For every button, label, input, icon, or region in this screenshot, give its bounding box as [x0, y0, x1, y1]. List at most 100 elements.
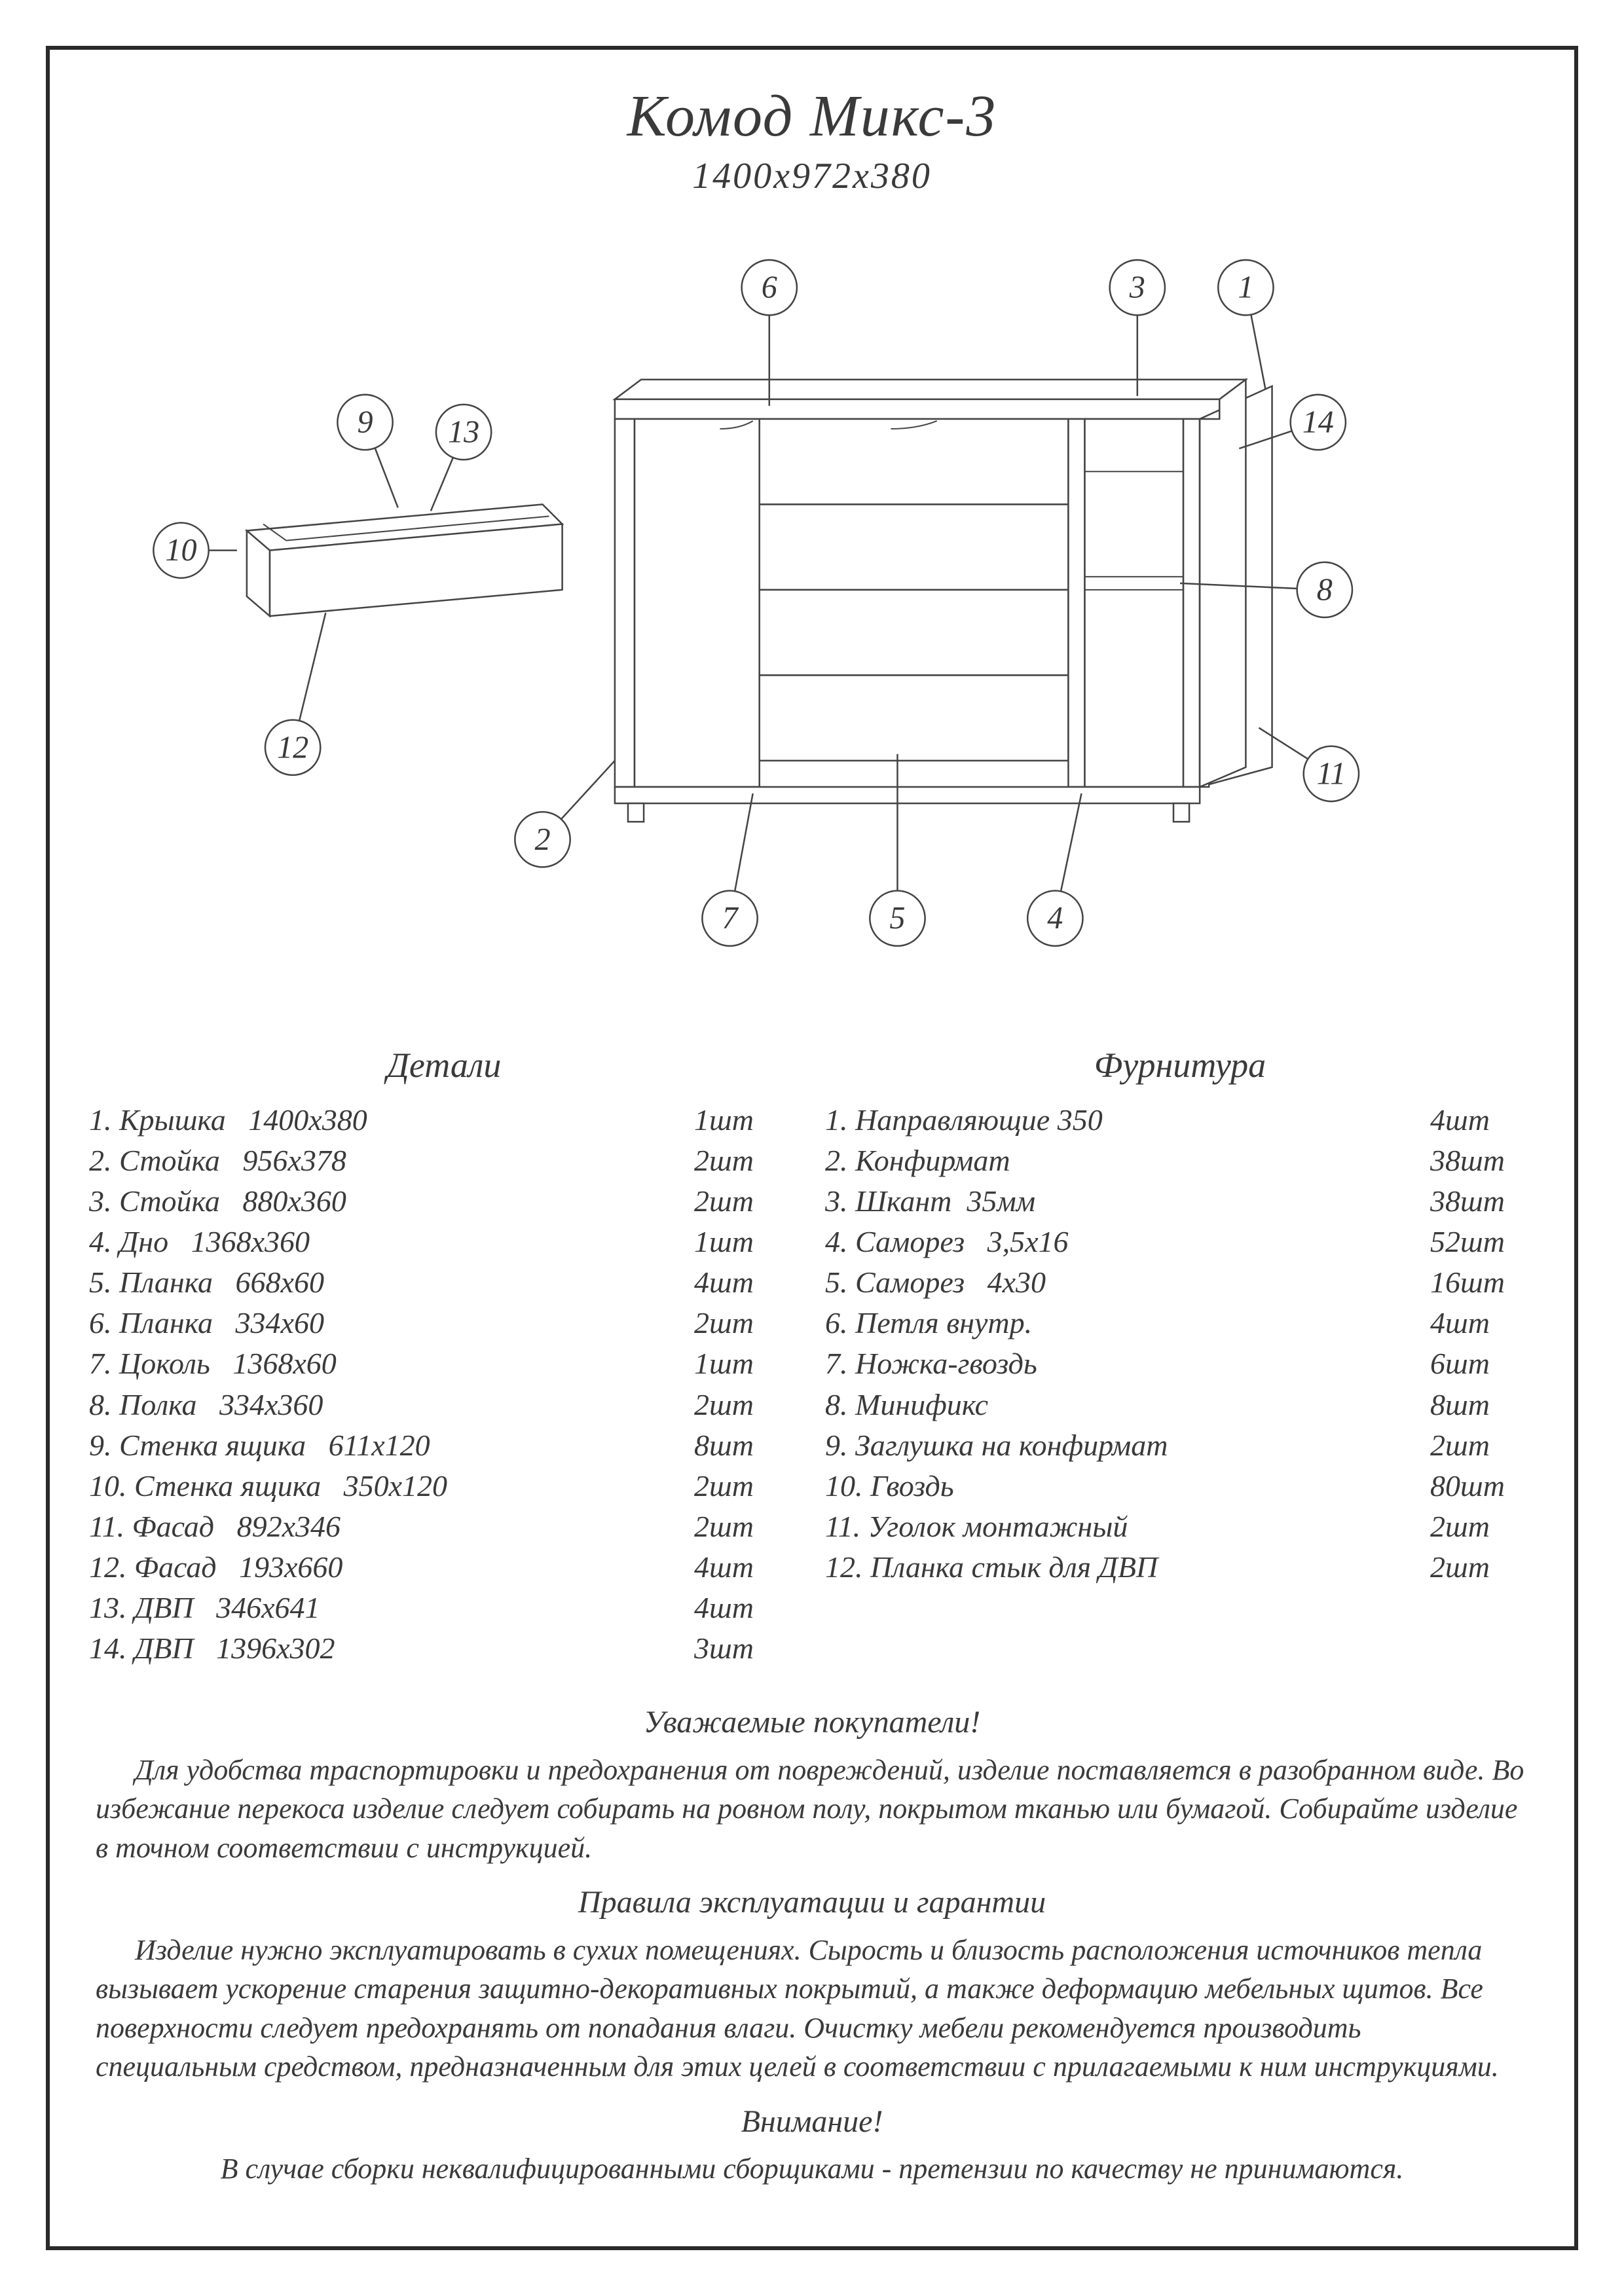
callout-number: 5 [889, 901, 905, 936]
notice1-heading: Уважаемые покупатели! [89, 1702, 1535, 1744]
hardware-row-qty: 8шт [1430, 1385, 1535, 1425]
hardware-row-qty: 2шт [1430, 1425, 1535, 1466]
parts-row: 10. Стенка ящика 350х1202шт [89, 1466, 799, 1506]
parts-row-label: 4. Дно 1368х360 [89, 1222, 694, 1262]
parts-row-qty: 1шт [694, 1343, 799, 1384]
callout-number: 7 [722, 901, 739, 936]
parts-row-qty: 2шт [694, 1466, 799, 1506]
parts-row-label: 2. Стойка 956х378 [89, 1140, 694, 1181]
page: Комод Микс-3 1400x972x380 [0, 0, 1624, 2296]
parts-row: 7. Цоколь 1368х601шт [89, 1343, 799, 1384]
hardware-row-qty: 38шт [1430, 1140, 1535, 1181]
hardware-heading: Фурнитура [825, 1042, 1535, 1089]
content-frame: Комод Микс-3 1400x972x380 [46, 46, 1578, 2250]
parts-column: Детали 1. Крышка 1400х3801шт2. Стойка 95… [89, 1042, 799, 1669]
parts-row-label: 10. Стенка ящика 350х120 [89, 1466, 694, 1506]
hardware-row: 6. Петля внутр.4шт [825, 1303, 1535, 1343]
hardware-row-qty: 80шт [1430, 1466, 1535, 1506]
parts-row: 5. Планка 668х604шт [89, 1262, 799, 1303]
parts-row: 9. Стенка ящика 611х1208шт [89, 1425, 799, 1466]
hardware-row-label: 11. Уголок монтажный [825, 1506, 1430, 1547]
product-title: Комод Микс-3 [89, 82, 1535, 150]
notices-section: Уважаемые покупатели! Для удобства трасп… [89, 1702, 1535, 2189]
hardware-row: 10. Гвоздь80шт [825, 1466, 1535, 1506]
parts-row: 11. Фасад 892х3462шт [89, 1506, 799, 1547]
parts-row-label: 5. Планка 668х60 [89, 1262, 694, 1303]
parts-row-qty: 2шт [694, 1303, 799, 1343]
notice2-text: Изделие нужно эксплуатировать в сухих по… [96, 1931, 1528, 2086]
hardware-row: 11. Уголок монтажный2шт [825, 1506, 1535, 1547]
parts-row-qty: 2шт [694, 1385, 799, 1425]
notice3-heading: Внимание! [89, 2101, 1535, 2143]
parts-row-qty: 1шт [694, 1100, 799, 1140]
hardware-row-label: 5. Саморез 4х30 [825, 1262, 1430, 1303]
parts-row: 14. ДВП 1396х3023шт [89, 1628, 799, 1669]
hardware-row-label: 4. Саморез 3,5х16 [825, 1222, 1430, 1262]
hardware-row-qty: 16шт [1430, 1262, 1535, 1303]
hardware-row-label: 10. Гвоздь [825, 1466, 1430, 1506]
parts-row: 4. Дно 1368х3601шт [89, 1222, 799, 1262]
hardware-row-qty: 2шт [1430, 1506, 1535, 1547]
assembly-diagram: 9131012631148112754 [89, 217, 1535, 1002]
parts-row-label: 13. ДВП 346х641 [89, 1588, 694, 1628]
parts-row-label: 3. Стойка 880х360 [89, 1181, 694, 1222]
hardware-row-qty: 4шт [1430, 1100, 1535, 1140]
parts-row-qty: 4шт [694, 1547, 799, 1588]
callout-number: 6 [762, 270, 777, 305]
callout-number: 3 [1129, 270, 1145, 305]
notice2-heading: Правила эксплуатации и гарантии [89, 1882, 1535, 1924]
cabinet-drawing [615, 380, 1272, 822]
parts-row-label: 6. Планка 334х60 [89, 1303, 694, 1343]
hardware-row-qty: 52шт [1430, 1222, 1535, 1262]
callout-number: 13 [448, 415, 479, 450]
parts-row-label: 1. Крышка 1400х380 [89, 1100, 694, 1140]
parts-row-qty: 4шт [694, 1262, 799, 1303]
callout-number: 2 [534, 822, 550, 857]
parts-row-label: 11. Фасад 892х346 [89, 1506, 694, 1547]
callout-number: 4 [1047, 901, 1063, 936]
callout-number: 10 [165, 533, 196, 568]
parts-row-qty: 2шт [694, 1140, 799, 1181]
callout-number: 11 [1317, 756, 1346, 791]
hardware-row: 1. Направляющие 3504шт [825, 1100, 1535, 1140]
hardware-row-qty: 6шт [1430, 1343, 1535, 1384]
parts-row-qty: 1шт [694, 1222, 799, 1262]
parts-heading: Детали [89, 1042, 799, 1089]
parts-row-label: 8. Полка 334х360 [89, 1385, 694, 1425]
parts-row-label: 9. Стенка ящика 611х120 [89, 1425, 694, 1466]
hardware-row: 3. Шкант 35мм38шт [825, 1181, 1535, 1222]
parts-row-qty: 2шт [694, 1181, 799, 1222]
hardware-row: 12. Планка стык для ДВП2шт [825, 1547, 1535, 1588]
hardware-row: 9. Заглушка на конфирмат2шт [825, 1425, 1535, 1466]
callout-number: 14 [1302, 405, 1334, 439]
hardware-row-label: 3. Шкант 35мм [825, 1181, 1430, 1222]
parts-row-qty: 8шт [694, 1425, 799, 1466]
parts-row: 6. Планка 334х602шт [89, 1303, 799, 1343]
parts-row: 2. Стойка 956х3782шт [89, 1140, 799, 1181]
hardware-row: 5. Саморез 4х3016шт [825, 1262, 1535, 1303]
hardware-row-label: 12. Планка стык для ДВП [825, 1547, 1430, 1588]
parts-row-qty: 3шт [694, 1628, 799, 1669]
callout-number: 9 [357, 405, 373, 439]
parts-lists: Детали 1. Крышка 1400х3801шт2. Стойка 95… [89, 1042, 1535, 1669]
callout-number: 1 [1238, 270, 1253, 305]
hardware-row-label: 7. Ножка-гвоздь [825, 1343, 1430, 1384]
hardware-row: 7. Ножка-гвоздь6шт [825, 1343, 1535, 1384]
callout-number: 12 [277, 730, 308, 765]
parts-row: 8. Полка 334х3602шт [89, 1385, 799, 1425]
hardware-row-label: 8. Минификс [825, 1385, 1430, 1425]
hardware-row-label: 1. Направляющие 350 [825, 1100, 1430, 1140]
parts-row-qty: 4шт [694, 1588, 799, 1628]
hardware-row-qty: 38шт [1430, 1181, 1535, 1222]
hardware-column: Фурнитура 1. Направляющие 3504шт2. Конфи… [825, 1042, 1535, 1669]
drawer-drawing [247, 504, 563, 616]
product-dimensions: 1400x972x380 [89, 155, 1535, 197]
parts-row-qty: 2шт [694, 1506, 799, 1547]
notice3-text: В случае сборки неквалифицированными сбо… [96, 2149, 1528, 2188]
hardware-row: 4. Саморез 3,5х1652шт [825, 1222, 1535, 1262]
hardware-row-label: 6. Петля внутр. [825, 1303, 1430, 1343]
parts-row: 3. Стойка 880х3602шт [89, 1181, 799, 1222]
hardware-row-label: 2. Конфирмат [825, 1140, 1430, 1181]
hardware-row-qty: 2шт [1430, 1547, 1535, 1588]
notice1-text: Для удобства траспортировки и предохране… [96, 1751, 1528, 1867]
